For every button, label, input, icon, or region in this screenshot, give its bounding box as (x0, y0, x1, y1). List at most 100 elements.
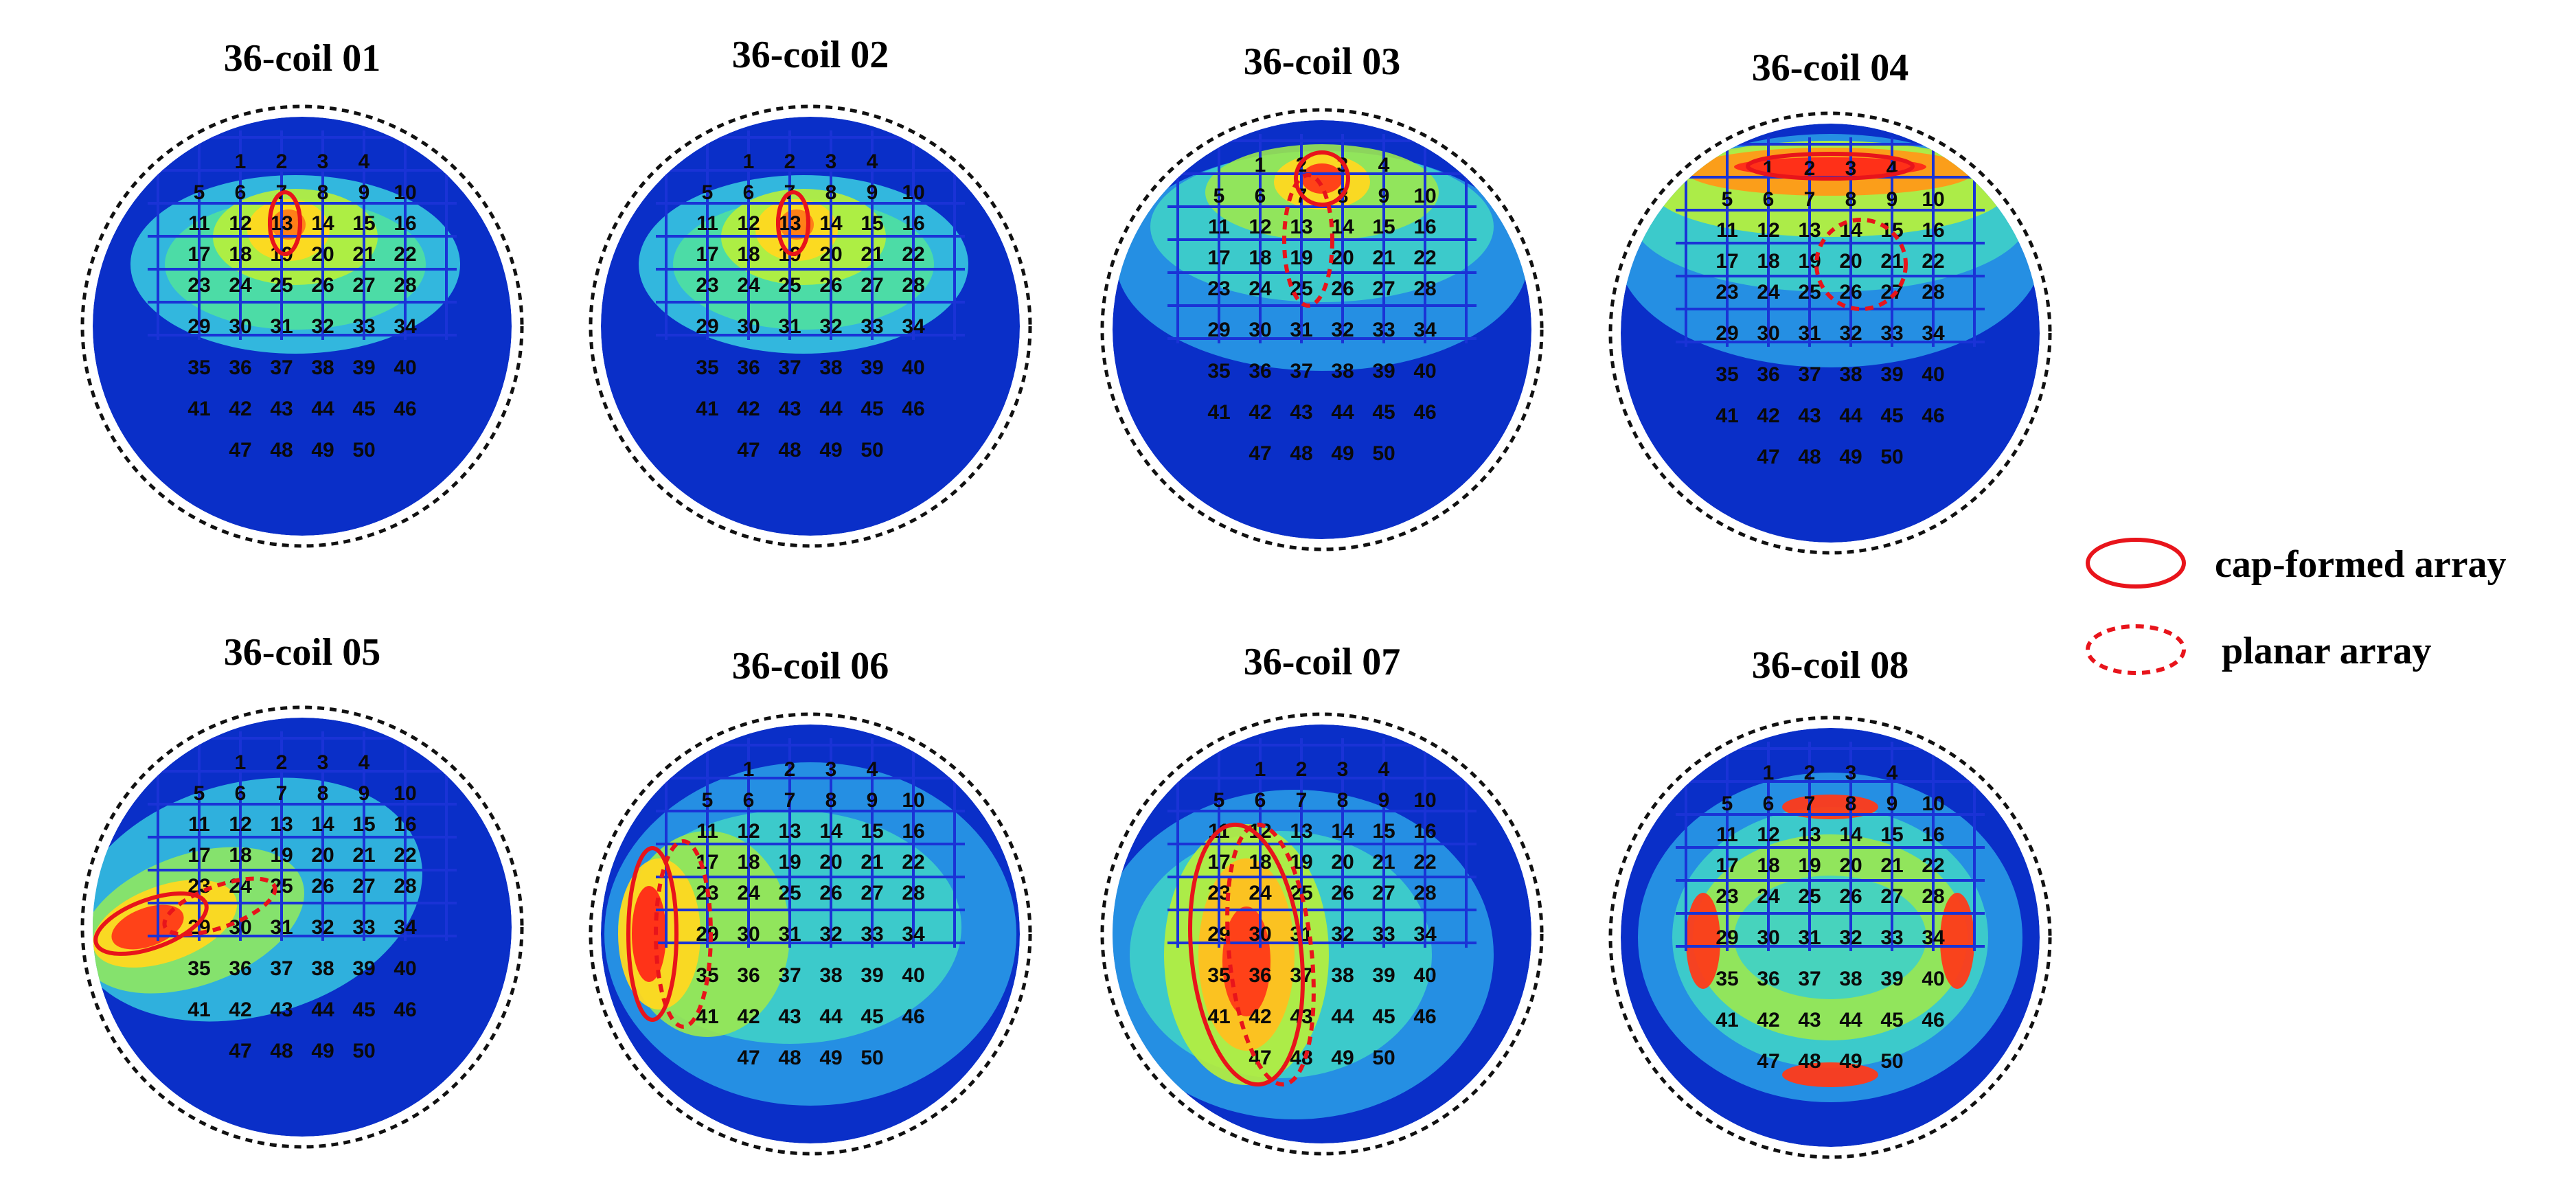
coil-number-label: 9 (1378, 185, 1390, 207)
coil-number-label: 47 (1249, 442, 1271, 465)
coil-number-label: 42 (229, 398, 251, 420)
coil-number-label: 27 (1372, 277, 1395, 300)
coil-number-label: 4 (358, 751, 370, 774)
coil-number-label: 14 (311, 813, 334, 836)
coil-number-label: 6 (743, 181, 755, 204)
coil-number-label: 30 (1249, 923, 1271, 946)
coil-number-label: 44 (1331, 1005, 1354, 1028)
coil-number-label: 31 (1798, 322, 1821, 345)
coil-number-label: 43 (270, 999, 293, 1021)
coil-number-label: 22 (394, 243, 416, 266)
coil-number-label: 4 (1887, 762, 1898, 784)
coil-number-label: 29 (696, 315, 718, 338)
coil-number-label: 25 (1798, 281, 1821, 304)
coil-number-label: 45 (352, 398, 375, 420)
coil-number-label: 48 (778, 1047, 801, 1069)
coil-number-label: 32 (311, 315, 334, 338)
coil-number-label: 34 (902, 923, 925, 946)
coil-number-label: 25 (778, 274, 801, 297)
coil-number-label: 34 (1413, 319, 1437, 341)
coil-number-label: 41 (1207, 1005, 1230, 1028)
coil-number-label: 44 (1331, 401, 1354, 424)
coil-number-label: 35 (187, 957, 210, 980)
coil-number-label: 29 (696, 923, 718, 946)
coil-number-label: 21 (352, 844, 375, 867)
coil-number-label: 37 (1290, 360, 1312, 383)
coil-number-label: 40 (1922, 363, 1944, 386)
legend-planar-symbol (2086, 624, 2186, 675)
phantom-outline (589, 104, 1032, 548)
field-intensity-region (1782, 1062, 1878, 1087)
panel-title: 36-coil 06 (732, 645, 889, 687)
coil-number-label: 27 (1880, 885, 1903, 908)
coil-number-label: 2 (1804, 157, 1816, 180)
coil-number-label: 29 (187, 315, 210, 338)
coil-number-label: 35 (1716, 968, 1738, 990)
coil-number-label: 11 (188, 813, 210, 836)
coil-number-label: 17 (1716, 854, 1738, 877)
coil-number-label: 35 (187, 356, 210, 379)
coil-number-label: 50 (1880, 1050, 1903, 1073)
phantom-outline (1100, 712, 1544, 1156)
coil-number-label: 29 (1716, 322, 1738, 345)
coil-number-label: 50 (352, 439, 375, 461)
coil-number-label: 12 (1757, 219, 1779, 242)
coil-number-label: 10 (1413, 789, 1436, 812)
coil-number-label: 5 (194, 782, 205, 805)
coil-number-label: 17 (1207, 247, 1230, 269)
coil-number-label: 17 (696, 243, 718, 266)
coil-number-label: 14 (1331, 216, 1354, 238)
coil-number-label: 50 (1880, 446, 1903, 468)
coil-number-label: 15 (860, 212, 883, 235)
coil-number-label: 37 (778, 964, 801, 987)
coil-number-label: 39 (352, 356, 375, 379)
coil-number-label: 3 (1845, 762, 1857, 784)
coil-number-label: 2 (1296, 758, 1308, 781)
coil-number-label: 44 (1839, 404, 1862, 427)
coil-number-label: 6 (1763, 792, 1775, 815)
coil-number-label: 19 (1290, 247, 1312, 269)
coil-number-label: 2 (784, 758, 796, 781)
coil-number-label: 50 (1372, 442, 1395, 465)
coil-number-label: 18 (1249, 247, 1271, 269)
coil-number-label: 13 (778, 212, 801, 235)
coil-number-label: 2 (276, 150, 288, 173)
coil-number-label: 50 (352, 1040, 375, 1062)
coil-number-label: 19 (778, 851, 801, 874)
planar-array-marker (776, 190, 810, 256)
coil-number-label: 26 (819, 882, 842, 904)
field-intensity-region (1734, 876, 1926, 999)
coil-number-label: 36 (229, 957, 251, 980)
coil-number-label: 44 (819, 398, 843, 420)
coil-number-label: 15 (1372, 216, 1395, 238)
coil-number-label: 21 (860, 851, 883, 874)
coil-number-label: 9 (358, 181, 370, 204)
coil-number-label: 39 (1372, 360, 1395, 383)
coil-number-label: 42 (737, 1005, 760, 1028)
coil-number-label: 39 (860, 964, 883, 987)
coil-number-label: 42 (229, 999, 251, 1021)
coil-number-label: 44 (819, 1005, 843, 1028)
coil-number-label: 30 (1757, 926, 1779, 949)
phantom-outline (1608, 111, 2052, 555)
coil-number-label: 39 (1372, 964, 1395, 987)
coil-number-label: 4 (867, 758, 878, 781)
coil-number-label: 45 (1880, 404, 1903, 427)
coil-number-label: 21 (1880, 250, 1903, 273)
coil-number-label: 11 (696, 212, 718, 235)
coil-number-label: 33 (1880, 322, 1903, 345)
phantom-outline (1608, 716, 2052, 1159)
coil-number-label: 38 (1839, 363, 1862, 386)
cap-array-marker (1746, 152, 1915, 181)
coil-number-label: 27 (352, 875, 375, 898)
field-intensity-region (1222, 906, 1270, 1016)
coil-number-label: 10 (394, 782, 416, 805)
coil-number-label: 21 (352, 243, 375, 266)
coil-number-label: 19 (1798, 854, 1821, 877)
coil-number-label: 45 (1372, 1005, 1395, 1028)
coil-number-label: 35 (1207, 964, 1230, 987)
coil-number-label: 9 (1887, 792, 1898, 815)
